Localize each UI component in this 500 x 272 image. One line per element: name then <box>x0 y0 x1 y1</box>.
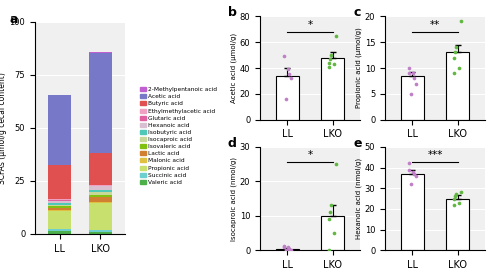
Point <box>457 190 465 194</box>
Text: *: * <box>308 150 312 160</box>
Point <box>282 97 290 101</box>
Bar <box>89 53 112 153</box>
Point <box>280 245 288 249</box>
Point <box>452 50 460 55</box>
Y-axis label: Isocaproic acid (nmol/g): Isocaproic acid (nmol/g) <box>230 157 237 240</box>
Bar <box>89 232 112 234</box>
Bar <box>446 52 469 120</box>
Bar <box>446 199 469 250</box>
Point <box>332 162 340 166</box>
Bar <box>89 192 112 195</box>
Point <box>288 76 296 81</box>
Point <box>280 54 288 58</box>
Bar <box>48 228 71 231</box>
Point <box>405 66 413 70</box>
Point <box>405 161 413 166</box>
Y-axis label: Propionic acid (μmol/g): Propionic acid (μmol/g) <box>356 28 362 108</box>
Point <box>325 64 333 69</box>
Bar <box>89 230 112 232</box>
Point <box>412 174 420 178</box>
Bar <box>48 210 71 211</box>
Point <box>407 182 415 186</box>
Bar <box>89 195 112 197</box>
Text: e: e <box>353 137 362 150</box>
Point <box>409 169 417 174</box>
Bar <box>322 58 344 120</box>
Point <box>286 246 294 251</box>
Point <box>326 217 334 221</box>
Bar <box>89 153 112 185</box>
Bar <box>89 197 112 202</box>
Bar <box>89 186 112 190</box>
Text: *: * <box>308 20 312 30</box>
Text: b: b <box>228 6 237 19</box>
Point <box>330 62 338 66</box>
Point <box>410 76 418 81</box>
Bar <box>401 174 423 250</box>
Legend: 2-Methylpentanoic acid, Acetic acid, Butyric acid, Ethylmethylacetic acid, Gluta: 2-Methylpentanoic acid, Acetic acid, But… <box>138 85 220 187</box>
Point <box>326 57 334 61</box>
Point <box>454 66 462 70</box>
Text: a: a <box>10 13 18 26</box>
Text: d: d <box>228 137 237 150</box>
Bar <box>48 231 71 234</box>
Text: c: c <box>353 6 360 19</box>
Bar <box>276 76 298 120</box>
Bar <box>48 200 71 201</box>
Point <box>327 53 335 57</box>
Point <box>288 247 296 252</box>
Point <box>327 203 335 208</box>
Bar <box>48 208 71 210</box>
Bar <box>89 190 112 192</box>
Point <box>326 210 334 215</box>
Y-axis label: SCFAs (μmol/g cecal content): SCFAs (μmol/g cecal content) <box>0 72 7 184</box>
Point <box>450 71 458 75</box>
Point <box>412 81 420 86</box>
Point <box>286 72 294 77</box>
Point <box>284 245 292 250</box>
Bar <box>89 52 112 53</box>
Point <box>454 200 462 205</box>
Bar <box>48 206 71 208</box>
Point <box>452 45 460 50</box>
Point <box>332 33 340 38</box>
Text: **: ** <box>430 20 440 30</box>
Point <box>405 168 413 172</box>
Point <box>450 203 458 207</box>
Point <box>326 61 334 65</box>
Bar <box>322 216 344 250</box>
Point <box>280 244 288 248</box>
Bar <box>48 211 71 228</box>
Bar <box>89 202 112 203</box>
Bar <box>48 95 71 165</box>
Point <box>330 231 338 235</box>
Point <box>407 92 415 96</box>
Point <box>452 192 460 197</box>
Point <box>450 196 458 201</box>
Bar <box>89 185 112 186</box>
Bar <box>48 199 71 200</box>
Point <box>457 19 465 24</box>
Y-axis label: Hexanoic acid (nmol/g): Hexanoic acid (nmol/g) <box>356 158 362 239</box>
Point <box>450 55 458 60</box>
Point <box>405 71 413 75</box>
Point <box>452 194 460 199</box>
Y-axis label: Acetic acid (μmol/g): Acetic acid (μmol/g) <box>230 33 237 103</box>
Bar <box>276 249 298 250</box>
Bar <box>48 205 71 206</box>
Point <box>410 172 418 176</box>
Bar <box>401 76 423 120</box>
Bar <box>48 203 71 205</box>
Point <box>284 67 292 72</box>
Point <box>409 71 417 75</box>
Text: ***: *** <box>428 150 442 160</box>
Bar <box>89 203 112 230</box>
Bar <box>48 201 71 203</box>
Bar <box>48 165 71 199</box>
Point <box>325 247 333 252</box>
Point <box>282 248 290 252</box>
